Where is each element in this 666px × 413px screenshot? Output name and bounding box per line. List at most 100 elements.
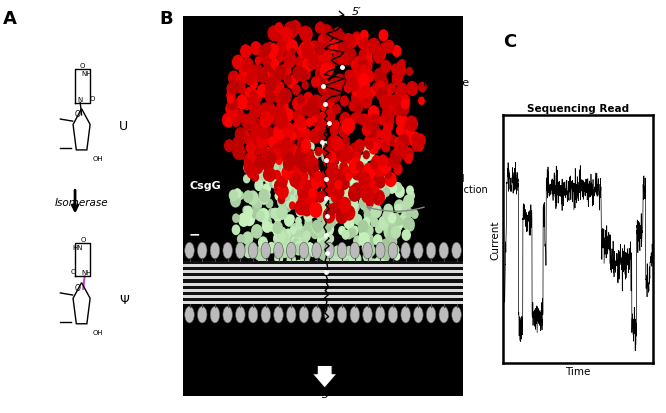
Circle shape: [342, 188, 354, 202]
Circle shape: [315, 66, 328, 81]
Circle shape: [304, 202, 316, 217]
Circle shape: [265, 78, 276, 93]
Circle shape: [262, 191, 271, 201]
Circle shape: [251, 225, 262, 239]
Circle shape: [396, 65, 406, 78]
Circle shape: [305, 43, 316, 56]
Circle shape: [315, 226, 324, 238]
Circle shape: [322, 258, 330, 268]
Circle shape: [321, 218, 332, 233]
Circle shape: [315, 123, 326, 136]
Text: OH: OH: [93, 156, 104, 162]
Circle shape: [384, 204, 393, 216]
Circle shape: [265, 152, 276, 166]
Circle shape: [365, 124, 378, 140]
Circle shape: [386, 159, 393, 168]
Circle shape: [388, 109, 396, 119]
Circle shape: [348, 169, 360, 183]
Circle shape: [364, 71, 374, 84]
Circle shape: [364, 225, 374, 237]
Circle shape: [257, 84, 268, 98]
Circle shape: [277, 66, 286, 77]
Circle shape: [363, 145, 372, 156]
Circle shape: [240, 214, 249, 225]
Circle shape: [338, 176, 350, 191]
Circle shape: [276, 39, 289, 54]
Circle shape: [282, 144, 294, 159]
Ellipse shape: [223, 243, 232, 259]
Circle shape: [310, 261, 322, 275]
Circle shape: [343, 162, 350, 171]
Circle shape: [376, 88, 388, 102]
Circle shape: [269, 72, 281, 87]
Circle shape: [329, 197, 336, 206]
Circle shape: [238, 64, 248, 76]
Circle shape: [350, 256, 357, 266]
Circle shape: [337, 257, 347, 270]
Circle shape: [264, 59, 276, 74]
Circle shape: [280, 131, 292, 145]
Circle shape: [292, 150, 302, 162]
Circle shape: [312, 108, 320, 117]
Circle shape: [361, 171, 370, 182]
Circle shape: [354, 78, 361, 87]
Circle shape: [376, 81, 385, 93]
Circle shape: [274, 23, 283, 34]
Circle shape: [234, 128, 246, 142]
Circle shape: [290, 223, 302, 238]
Circle shape: [309, 54, 320, 67]
Ellipse shape: [299, 306, 309, 323]
Circle shape: [322, 222, 334, 237]
Circle shape: [299, 235, 308, 246]
Circle shape: [281, 147, 293, 162]
Circle shape: [228, 190, 238, 202]
Circle shape: [370, 176, 379, 187]
Circle shape: [362, 177, 373, 191]
Circle shape: [326, 160, 335, 171]
Circle shape: [350, 252, 362, 266]
Circle shape: [310, 158, 319, 168]
Circle shape: [384, 229, 393, 240]
Circle shape: [260, 112, 273, 128]
Circle shape: [327, 235, 334, 244]
Circle shape: [386, 231, 398, 245]
Circle shape: [254, 156, 265, 170]
Circle shape: [302, 81, 309, 90]
Circle shape: [363, 242, 372, 254]
Circle shape: [272, 174, 282, 187]
Circle shape: [344, 83, 352, 94]
Bar: [183, 289, 463, 292]
Circle shape: [359, 187, 369, 199]
Circle shape: [228, 71, 240, 86]
Circle shape: [321, 152, 330, 164]
Circle shape: [366, 200, 373, 209]
Circle shape: [343, 250, 354, 263]
Circle shape: [263, 87, 275, 102]
Circle shape: [272, 161, 282, 173]
Circle shape: [243, 175, 250, 184]
Circle shape: [313, 53, 323, 65]
Text: NH: NH: [81, 71, 92, 77]
Circle shape: [318, 34, 329, 49]
Circle shape: [332, 121, 340, 130]
Circle shape: [340, 247, 348, 257]
Circle shape: [311, 206, 320, 218]
Circle shape: [226, 90, 236, 102]
Circle shape: [370, 218, 378, 228]
Circle shape: [312, 58, 319, 66]
Circle shape: [251, 207, 262, 220]
Circle shape: [255, 94, 262, 103]
Circle shape: [283, 170, 290, 178]
Circle shape: [349, 181, 356, 190]
Circle shape: [265, 199, 273, 209]
Circle shape: [283, 109, 294, 122]
Circle shape: [238, 213, 250, 228]
Circle shape: [266, 59, 275, 70]
Circle shape: [320, 81, 330, 93]
Circle shape: [237, 235, 245, 244]
Circle shape: [322, 25, 332, 37]
Circle shape: [256, 159, 265, 169]
Circle shape: [258, 46, 270, 62]
Circle shape: [266, 108, 276, 120]
Circle shape: [402, 230, 411, 241]
